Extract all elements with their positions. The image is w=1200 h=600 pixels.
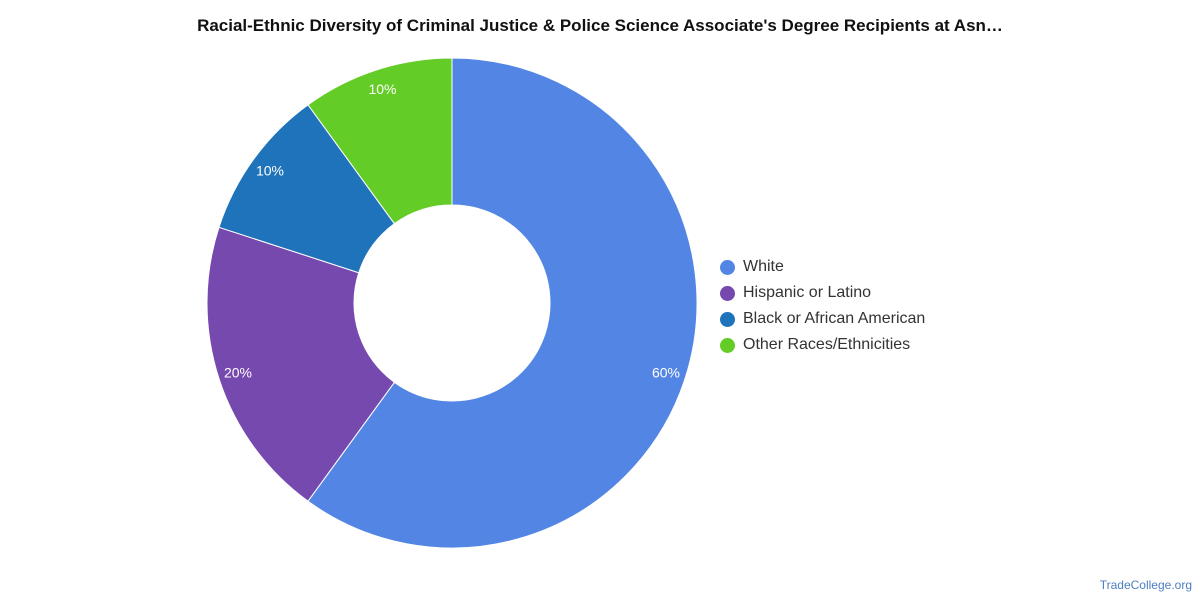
legend-item[interactable]: White bbox=[720, 254, 925, 280]
source-credit[interactable]: TradeCollege.org bbox=[1099, 578, 1192, 592]
chart-title: Racial-Ethnic Diversity of Criminal Just… bbox=[197, 16, 1003, 35]
legend-swatch-icon bbox=[720, 259, 735, 275]
legend-swatch-icon bbox=[720, 337, 735, 353]
slice-value-label: 10% bbox=[368, 81, 396, 97]
legend-label: Other Races/Ethnicities bbox=[743, 336, 911, 353]
donut-slice-white[interactable] bbox=[307, 57, 698, 549]
legend-label: Black or African American bbox=[743, 310, 926, 327]
legend-label: Hispanic or Latino bbox=[743, 284, 872, 301]
legend-item[interactable]: Other Races/Ethnicities bbox=[720, 332, 925, 358]
legend-swatch-icon bbox=[720, 311, 735, 327]
donut-slices bbox=[206, 57, 698, 549]
legend-label: White bbox=[743, 258, 784, 275]
donut-slice-labels: 60% 20% 10% 10% bbox=[224, 81, 680, 381]
donut-slice-hispanic-or-latino[interactable] bbox=[206, 226, 396, 502]
slice-value-label: 60% bbox=[652, 365, 680, 381]
legend-item[interactable]: Black or African American bbox=[720, 306, 925, 332]
chart-legend: White Hispanic or Latino Black or African … bbox=[720, 254, 925, 358]
legend-swatch-icon bbox=[720, 285, 735, 301]
slice-value-label: 20% bbox=[224, 365, 252, 381]
donut-slice-other-races-ethnicities[interactable] bbox=[307, 57, 453, 225]
slice-value-label: 10% bbox=[256, 163, 284, 179]
legend-item[interactable]: Hispanic or Latino bbox=[720, 280, 925, 306]
